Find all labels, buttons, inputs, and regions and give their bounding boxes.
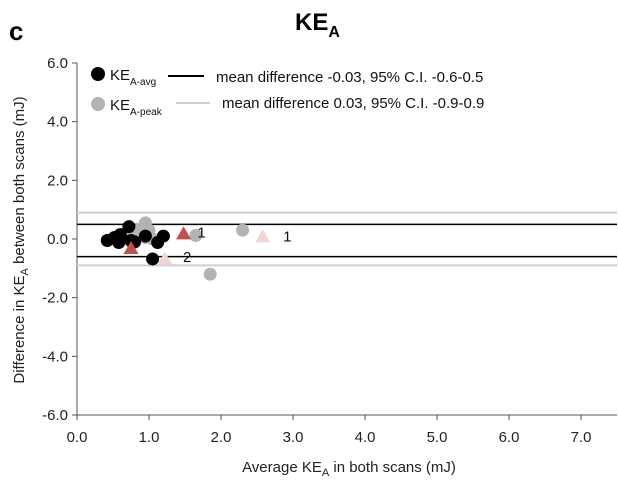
x-tick-label: 1.0 [139, 429, 160, 446]
y-tick-label: 0.0 [47, 231, 68, 248]
point-KE-A-avg [113, 228, 127, 242]
x-tick-label: 7.0 [571, 429, 592, 446]
y-tick-label: 6.0 [47, 55, 68, 72]
x-axis-label: Average KEA in both scans (mJ) [242, 459, 456, 479]
legend-marker-avg [91, 67, 105, 81]
point-outliers-peak [157, 251, 173, 265]
point-outliers-avg [123, 240, 139, 255]
x-tick-label: 4.0 [355, 429, 376, 446]
point-KE-A-avg [138, 229, 152, 243]
y-tick-label: 2.0 [47, 172, 68, 189]
data-marks [100, 216, 271, 281]
point-KE-A-avg [122, 220, 136, 234]
y-tick-label: -4.0 [42, 348, 68, 365]
point-KE-A-peak [236, 223, 250, 237]
legend: KEA-avg mean difference -0.03, 95% C.I. … [91, 67, 484, 118]
y-axis-label: Difference in KEA between both scans (mJ… [11, 96, 31, 383]
y-tick-label: 4.0 [47, 114, 68, 131]
y-tick-label: -2.0 [42, 290, 68, 307]
y-tick-label: -6.0 [42, 407, 68, 424]
chart-title: KEA [295, 9, 340, 41]
legend-mean-avg: mean difference -0.03, 95% C.I. -0.6-0.5 [216, 69, 483, 86]
point-outliers-peak [255, 229, 271, 243]
point-annotation: 1 [283, 229, 291, 246]
point-KE-A-avg [156, 229, 170, 243]
axes: 6.0 4.0 2.0 0.0 -2.0 -4.0 -6.0 0.0 1.0 2.0 3.0 4.0 5… [42, 55, 617, 446]
point-outliers-avg [176, 226, 192, 240]
x-tick-label: 2.0 [211, 429, 232, 446]
x-tick-label: 6.0 [499, 429, 520, 446]
point-KE-A-peak [203, 267, 217, 281]
point-annotation: 2 [183, 249, 191, 266]
reference-lines [77, 211, 617, 267]
panel-label: c [9, 16, 23, 46]
x-tick-label: 5.0 [427, 429, 448, 446]
point-KE-A-peak [189, 228, 203, 242]
annotations: 121 [183, 225, 291, 267]
legend-label-peak: KEA-peak [110, 97, 163, 118]
legend-mean-peak: mean difference 0.03, 95% C.I. -0.9-0.9 [222, 95, 484, 112]
x-tick-label: 0.0 [67, 429, 88, 446]
point-annotation: 1 [197, 225, 205, 242]
legend-marker-peak [91, 97, 105, 111]
legend-label-avg: KEA-avg [110, 67, 156, 88]
point-KE-A-avg [146, 252, 160, 266]
x-tick-label: 3.0 [283, 429, 304, 446]
